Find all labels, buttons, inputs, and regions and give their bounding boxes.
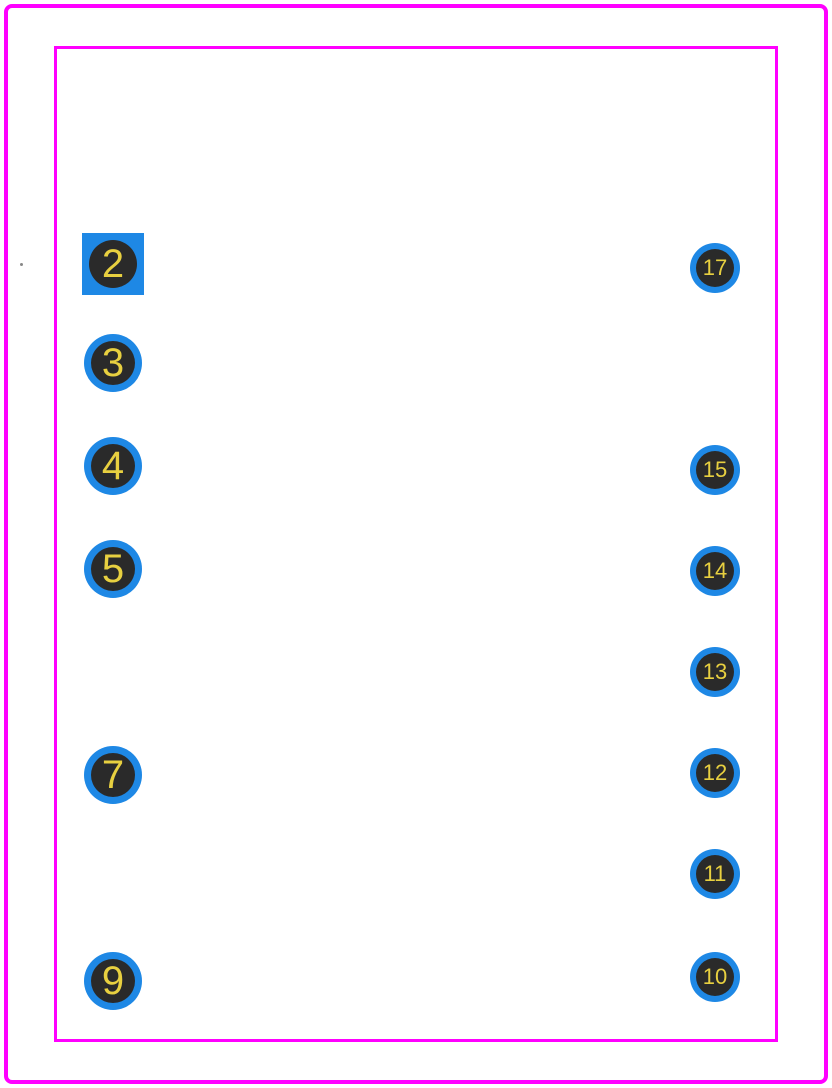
pin-11-label: 11 <box>704 863 727 885</box>
pin-5-label: 5 <box>102 549 124 589</box>
pin-13-hole: 13 <box>696 653 734 691</box>
pin-7: 7 <box>84 746 142 804</box>
pin-3-hole: 3 <box>91 341 135 385</box>
pin-14: 14 <box>690 546 740 596</box>
pin-2-label: 2 <box>102 244 124 284</box>
pin-9: 9 <box>84 952 142 1010</box>
pin-4-label: 4 <box>102 446 124 486</box>
pin-3: 3 <box>84 334 142 392</box>
pin-14-label: 14 <box>703 560 727 582</box>
pin-9-hole: 9 <box>91 959 135 1003</box>
pin-5: 5 <box>84 540 142 598</box>
inner-border <box>54 46 778 1042</box>
pin-13-label: 13 <box>703 661 727 683</box>
pin-17-label: 17 <box>703 257 727 279</box>
pin-4: 4 <box>84 437 142 495</box>
reference-dot <box>20 263 23 266</box>
pin-11-hole: 11 <box>696 855 734 893</box>
pin-17-hole: 17 <box>696 249 734 287</box>
pin-10-hole: 10 <box>696 958 734 996</box>
pin-7-hole: 7 <box>91 753 135 797</box>
pin-2: 2 <box>82 233 144 295</box>
pin-10-label: 10 <box>703 966 727 988</box>
pin-7-label: 7 <box>102 755 124 795</box>
pin-2-hole: 2 <box>89 240 137 288</box>
pin-13: 13 <box>690 647 740 697</box>
pin-5-hole: 5 <box>91 547 135 591</box>
pin-12: 12 <box>690 748 740 798</box>
pin-15-label: 15 <box>703 459 727 481</box>
pin-15: 15 <box>690 445 740 495</box>
pin-17: 17 <box>690 243 740 293</box>
pin-14-hole: 14 <box>696 552 734 590</box>
pin-9-label: 9 <box>102 961 124 1001</box>
pin-12-hole: 12 <box>696 754 734 792</box>
pin-11: 11 <box>690 849 740 899</box>
pin-10: 10 <box>690 952 740 1002</box>
pin-4-hole: 4 <box>91 444 135 488</box>
pin-15-hole: 15 <box>696 451 734 489</box>
pin-3-label: 3 <box>102 343 124 383</box>
pin-12-label: 12 <box>703 762 727 784</box>
